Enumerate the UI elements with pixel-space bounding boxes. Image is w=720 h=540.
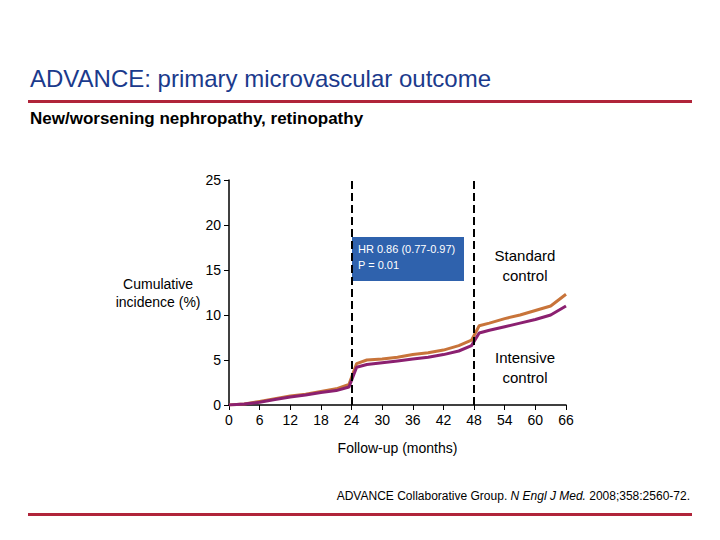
svg-text:36: 36 bbox=[405, 412, 421, 428]
svg-text:0: 0 bbox=[213, 397, 221, 413]
svg-text:N Engl J Med.: N Engl J Med. bbox=[511, 489, 586, 503]
svg-text:42: 42 bbox=[436, 412, 452, 428]
svg-text:2008;358:2560-72.: 2008;358:2560-72. bbox=[589, 489, 690, 503]
svg-text:control: control bbox=[502, 369, 547, 386]
svg-text:15: 15 bbox=[205, 262, 221, 278]
svg-text:48: 48 bbox=[466, 412, 482, 428]
svg-text:24: 24 bbox=[344, 412, 360, 428]
svg-text:Follow-up (months): Follow-up (months) bbox=[338, 440, 458, 456]
svg-text:New/worsening nephropathy, ret: New/worsening nephropathy, retinopathy bbox=[30, 109, 364, 128]
svg-text:0: 0 bbox=[225, 412, 233, 428]
svg-text:HR 0.86 (0.77-0.97): HR 0.86 (0.77-0.97) bbox=[358, 243, 455, 255]
svg-text:Standard: Standard bbox=[495, 247, 556, 264]
svg-text:20: 20 bbox=[205, 217, 221, 233]
svg-text:25: 25 bbox=[205, 172, 221, 188]
svg-text:ADVANCE Collaborative Group.: ADVANCE Collaborative Group. bbox=[337, 489, 508, 503]
svg-text:ADVANCE: primary microvascular: ADVANCE: primary microvascular outcome bbox=[30, 65, 491, 92]
svg-text:Intensive: Intensive bbox=[495, 349, 555, 366]
svg-text:Cumulative: Cumulative bbox=[123, 276, 193, 292]
svg-text:5: 5 bbox=[213, 352, 221, 368]
svg-text:60: 60 bbox=[528, 412, 544, 428]
svg-text:P = 0.01: P = 0.01 bbox=[358, 259, 399, 271]
svg-text:54: 54 bbox=[497, 412, 513, 428]
svg-text:incidence (%): incidence (%) bbox=[116, 294, 201, 310]
svg-text:66: 66 bbox=[558, 412, 574, 428]
svg-text:30: 30 bbox=[374, 412, 390, 428]
svg-text:18: 18 bbox=[313, 412, 329, 428]
svg-text:6: 6 bbox=[256, 412, 264, 428]
svg-text:12: 12 bbox=[282, 412, 298, 428]
svg-text:control: control bbox=[502, 267, 547, 284]
svg-text:10: 10 bbox=[205, 307, 221, 323]
